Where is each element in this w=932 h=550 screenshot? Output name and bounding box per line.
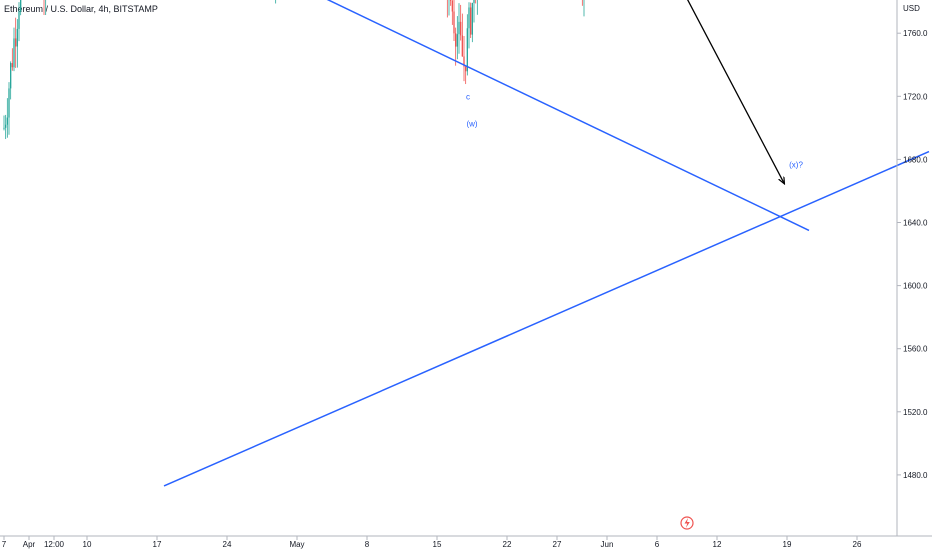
candle-body [473, 0, 475, 3]
time-tick-label: 15 [433, 540, 442, 549]
time-tick-label: 22 [503, 540, 512, 549]
candle-body [8, 88, 10, 118]
time-tick-label: Apr [23, 540, 36, 549]
candle-body [468, 7, 470, 29]
time-tick-label: 8 [365, 540, 370, 549]
price-tick-label: 1480.0 [903, 471, 928, 480]
time-tick-label: 6 [655, 540, 660, 549]
candle-body [18, 11, 20, 29]
candle-body [466, 28, 468, 72]
candle-body [3, 127, 5, 129]
time-tick-label: 19 [783, 540, 792, 549]
projection-arrow [687, 0, 784, 183]
candle-body [16, 28, 18, 47]
time-tick-label: Jun [601, 540, 614, 549]
candle-body [15, 38, 17, 47]
chart-title: Ethereum / U.S. Dollar, 4h, BITSTAMP [4, 4, 158, 14]
candle-body [11, 63, 13, 68]
time-tick-label: 12 [713, 540, 722, 549]
time-tick-label: 24 [223, 540, 232, 549]
candle-body [458, 21, 460, 35]
candle-body [461, 35, 463, 57]
candle-body [463, 56, 465, 67]
price-tick-label: 1640.0 [903, 219, 928, 228]
events-icon[interactable] [680, 516, 694, 530]
time-tick-label: 7 [2, 540, 7, 549]
candle-body [470, 7, 472, 35]
price-tick-label: 1760.0 [903, 29, 928, 38]
lightning-icon [684, 518, 690, 528]
price-tick-label: 1680.0 [903, 155, 928, 164]
candle-body [456, 34, 458, 47]
candle-body [455, 33, 457, 47]
candle-body [20, 0, 22, 12]
time-axis[interactable]: 7 Apr 12:00 10 17 24 May 8 15 22 27 Jun 6 12 19 26 [0, 535, 932, 549]
price-tick-label: 1600.0 [903, 282, 928, 291]
candle-body [10, 63, 12, 89]
wave-label: (x)? [789, 160, 803, 169]
price-tick-label: 1520.0 [903, 408, 928, 417]
trend-line [326, 0, 810, 232]
price-unit: USD [903, 4, 920, 13]
trend-line [163, 150, 930, 487]
time-tick-label: 26 [853, 540, 862, 549]
candle-body [465, 66, 467, 72]
candle-body [451, 0, 453, 12]
candle-body [5, 124, 7, 128]
time-tick-label: May [289, 540, 304, 549]
time-tick-label: 12:00 [44, 540, 65, 549]
candle-body [460, 21, 462, 36]
candle-body [6, 117, 8, 125]
wave-label: (w) [466, 119, 477, 128]
time-tick-label: 17 [153, 540, 162, 549]
drawings [163, 0, 930, 487]
time-tick-label: 27 [553, 540, 562, 549]
candlestick-series [3, 0, 585, 140]
candle-body [453, 11, 455, 34]
candle-body [13, 38, 15, 68]
candle-body [471, 2, 473, 35]
time-tick-label: 10 [83, 540, 92, 549]
wave-label: c [466, 92, 470, 101]
price-tick-label: 1720.0 [903, 92, 928, 101]
candle-body [450, 0, 452, 1]
wave-labels: (1)(5)binvalid(y)ac(w)(x)? [466, 92, 803, 169]
price-tick-label: 1560.0 [903, 345, 928, 354]
price-axis[interactable]: 2280.02240.02200.02160.02120.02080.02040… [896, 0, 928, 536]
